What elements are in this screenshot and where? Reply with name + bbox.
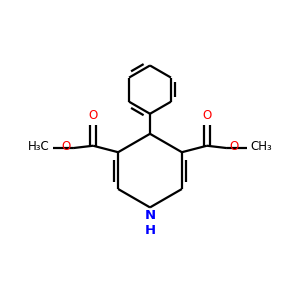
Text: O: O (202, 109, 212, 122)
Text: CH₃: CH₃ (250, 140, 272, 153)
Text: H: H (144, 224, 156, 237)
Text: N: N (144, 208, 156, 222)
Text: H₃C: H₃C (28, 140, 50, 153)
Text: O: O (229, 140, 239, 153)
Text: O: O (88, 109, 98, 122)
Text: O: O (61, 140, 71, 153)
